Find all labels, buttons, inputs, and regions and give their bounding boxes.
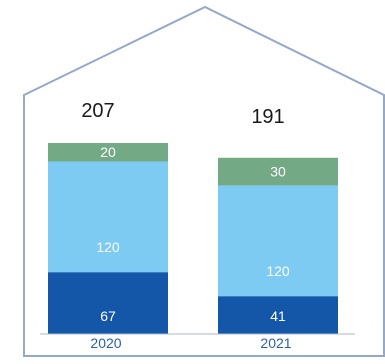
segment-value-label: 120 (266, 263, 290, 279)
x-tick-label: 2021 (260, 335, 291, 351)
bar-segment-2021-1 (218, 185, 338, 297)
bar-segment-2020-2 (48, 143, 168, 162)
bar-segment-2021-0 (218, 296, 338, 334)
bar-segment-2020-1 (48, 161, 168, 273)
segment-value-label: 120 (96, 239, 120, 255)
segment-value-label: 20 (100, 144, 116, 160)
bar-total-label: 207 (81, 100, 114, 122)
bars-layer (48, 143, 338, 334)
segment-value-label: 41 (270, 308, 286, 324)
labels-layer: 67 120 20 207 2020 41 120 30 191 2021 (81, 100, 291, 351)
bar-segment-2021-2 (218, 157, 338, 186)
x-tick-label: 2020 (90, 335, 121, 351)
segment-value-label: 30 (270, 164, 286, 180)
segment-value-label: 67 (100, 308, 116, 324)
house-outline (23, 5, 385, 357)
bar-segment-2020-0 (48, 272, 168, 334)
bar-total-label: 191 (251, 106, 284, 128)
